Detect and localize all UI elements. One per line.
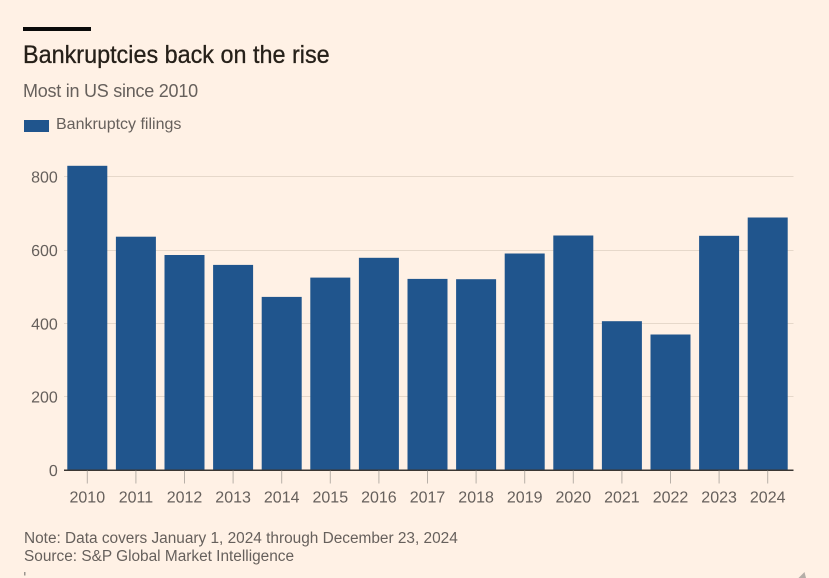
- svg-text:2012: 2012: [167, 490, 203, 507]
- svg-text:2023: 2023: [701, 490, 737, 507]
- svg-text:2015: 2015: [313, 490, 349, 507]
- svg-text:600: 600: [31, 243, 58, 260]
- svg-text:2010: 2010: [70, 490, 106, 507]
- svg-text:2021: 2021: [604, 490, 640, 507]
- svg-text:2011: 2011: [119, 490, 154, 507]
- svg-text:0: 0: [49, 463, 58, 480]
- svg-text:2013: 2013: [215, 490, 251, 507]
- svg-text:400: 400: [31, 316, 58, 333]
- svg-text:2019: 2019: [507, 490, 543, 507]
- svg-text:2024: 2024: [750, 490, 786, 507]
- svg-text:2018: 2018: [458, 490, 494, 507]
- svg-text:2016: 2016: [361, 490, 397, 507]
- svg-text:2014: 2014: [264, 490, 300, 507]
- svg-text:800: 800: [31, 170, 58, 187]
- svg-text:2022: 2022: [653, 490, 689, 507]
- svg-text:2020: 2020: [556, 490, 592, 507]
- svg-text:2017: 2017: [410, 490, 446, 507]
- svg-text:200: 200: [31, 390, 58, 407]
